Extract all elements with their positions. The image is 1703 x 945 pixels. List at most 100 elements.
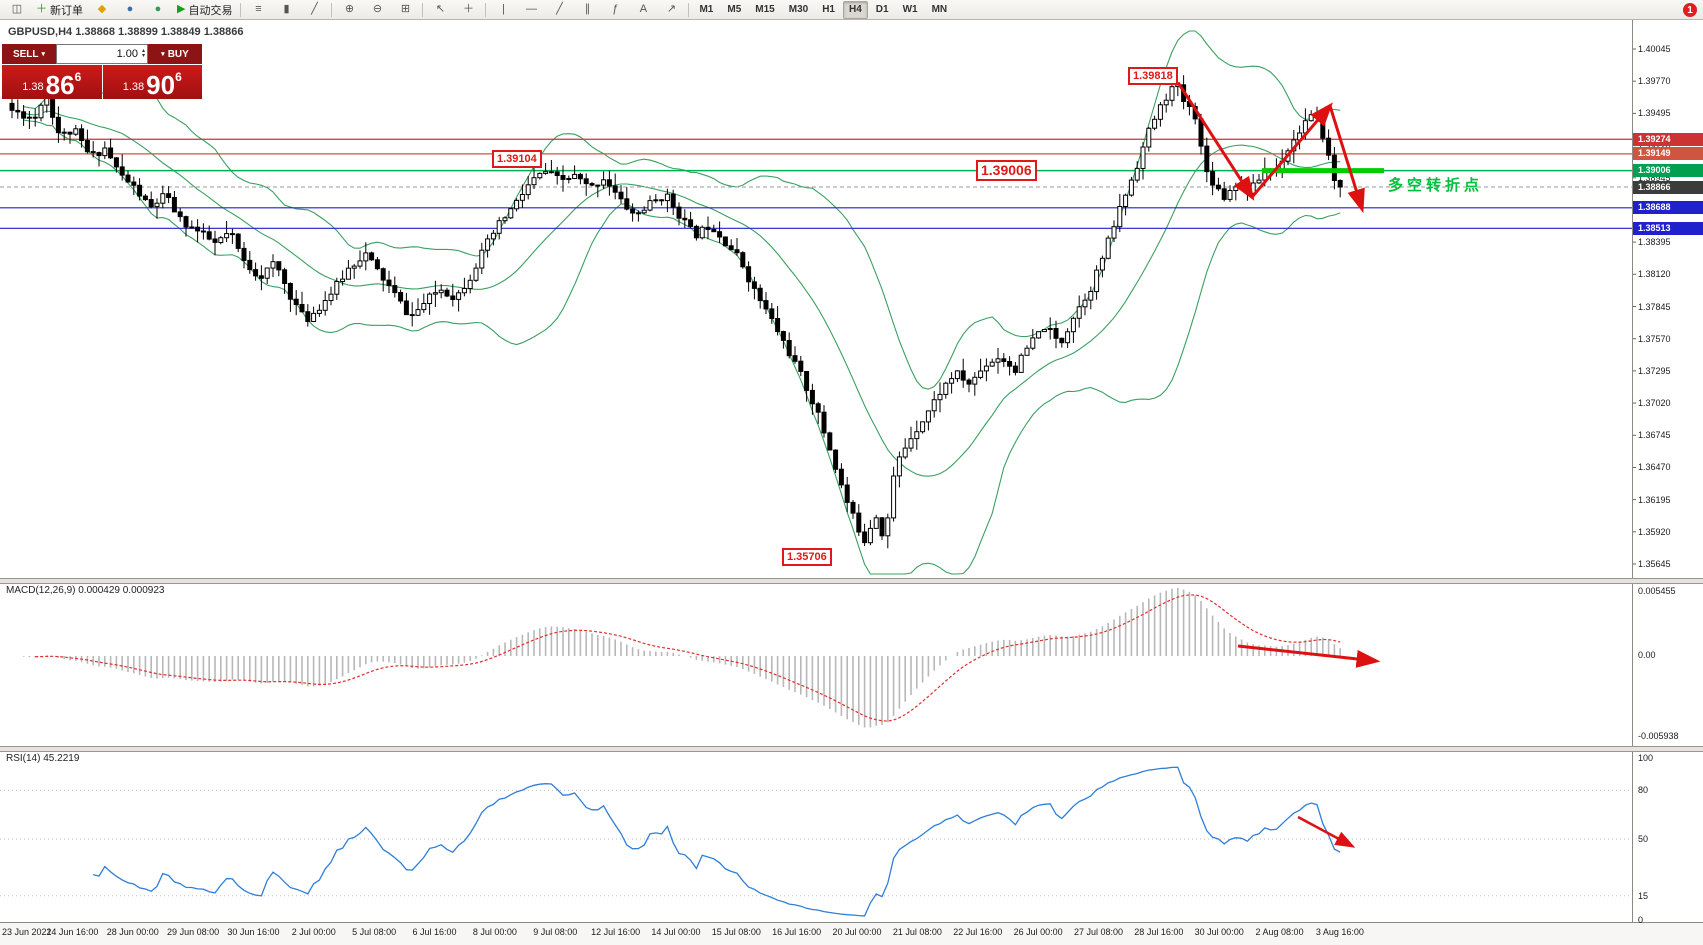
panel-splitter[interactable] [0,746,1703,752]
fibonacci-icon[interactable]: ƒ [612,3,619,15]
time-axis-label: 29 Jun 08:00 [167,927,220,937]
new-order-button[interactable]: ＋新订单 [36,3,83,17]
timeframe-H4[interactable]: H4 [842,0,868,19]
price-annotation-box[interactable]: 1.35706 [782,547,832,566]
buy-price-display[interactable]: 1.38 90 6 [102,65,202,99]
price-scale-separator [1632,20,1633,922]
time-axis-label: 24 Jun 16:00 [46,927,99,937]
sell-button[interactable]: SELL ▾ [2,44,56,64]
volume-spinner[interactable]: ▴ ▾ [141,48,145,59]
toolbar-separator [688,2,690,17]
price-tick-label: 1.36470 [1638,462,1671,473]
toolbar-separator [485,2,487,17]
buy-price-small: 1.38 [122,81,145,93]
buy-price-sup: 6 [175,70,182,84]
auto-trading-button[interactable]: ▶ 自动交易 [177,3,233,17]
price-tick-label: 1.35645 [1638,559,1671,570]
rsi-line [93,766,1341,917]
time-axis-label: 2 Jul 00:00 [291,927,336,937]
trend-arrow[interactable] [1176,81,1255,201]
time-axis-label: 5 Jul 08:00 [352,927,397,937]
timeframe-M1[interactable]: M1 [699,4,714,15]
rsi-scale-label: 100 [1638,753,1654,763]
chart-window-icon[interactable]: ◫ [11,3,23,15]
crosshair-icon[interactable]: ＋ [462,3,474,15]
price-tick-label: 1.35920 [1638,526,1671,537]
timeframe-W1[interactable]: W1 [902,4,918,15]
toolbar-separator [240,2,242,17]
macd-histogram [22,588,1341,728]
toolbar: ◫ ＋新订单 ◆ ● ● ▶ 自动交易 ≡ ▮ ╱ ⊕ ⊖ ⊞ ↖ ＋ | — ╱ ∥ ƒ A ↗ M1 M5 M15 M30 H1… [0,0,1703,20]
rsi-trend-arrow[interactable] [1297,815,1356,848]
time-axis-label: 2 Aug 08:00 [1255,927,1304,937]
time-axis-label: 28 Jul 16:00 [1134,927,1184,937]
price-tick-label: 1.37570 [1638,333,1671,344]
price-tick-label: 1.38945 [1638,172,1671,183]
zoom-in-icon[interactable]: ⊕ [344,3,355,15]
horizontal-line-icon[interactable]: — [525,3,537,15]
panel-splitter[interactable] [0,578,1703,584]
trend-arrow[interactable] [1328,105,1365,214]
toolbar-separator [422,2,424,17]
sell-label: SELL [12,48,39,60]
time-axis-label: 14 Jul 00:00 [651,927,701,937]
sell-price-small: 1.38 [22,81,44,93]
volume-input[interactable]: 1.00 ▴ ▾ [56,44,148,64]
time-axis-label: 16 Jul 16:00 [772,927,822,937]
timeframe-M5[interactable]: M5 [727,4,742,15]
price-annotation-box[interactable]: 1.39006 [976,159,1037,181]
symbol-ohlc-header: GBPUSD,H4 1.38868 1.38899 1.38849 1.3886… [8,26,244,38]
zoom-out-icon[interactable]: ⊖ [372,3,383,15]
macd-trend-arrow[interactable] [1237,644,1381,668]
market-watch-icon[interactable]: ◆ [97,3,107,15]
trend-arrow[interactable] [1250,102,1333,199]
buy-button[interactable]: ▾ BUY [148,44,202,64]
candlestick-chart-icon[interactable]: ▮ [283,3,290,15]
price-tick-label: 1.37295 [1638,365,1671,376]
timeframe-D1[interactable]: D1 [875,4,889,15]
arrow-tool-icon[interactable]: ↗ [666,3,677,15]
tile-windows-icon[interactable]: ⊞ [400,3,411,15]
price-tick-label: 1.39495 [1638,108,1671,119]
timeframe-M30[interactable]: M30 [788,4,809,15]
turning-point-label[interactable]: 多空转折点 [1388,177,1484,194]
vertical-line-icon[interactable]: | [502,3,505,15]
time-axis-label: 23 Jun 2021 [2,927,52,937]
price-annotation-box[interactable]: 1.39104 [492,150,542,169]
timeframe-M15[interactable]: M15 [755,4,775,15]
time-axis[interactable] [0,922,1703,945]
time-axis-label: 8 Jul 00:00 [472,927,517,937]
macd-indicator-label: MACD(12,26,9) 0.000429 0.000923 [6,585,165,596]
sell-price-display[interactable]: 1.38 86 6 [2,65,102,99]
price-tag: 1.38866 [1633,180,1703,194]
price-tick-label: 1.40045 [1638,44,1671,54]
navigator-icon[interactable]: ● [154,3,162,15]
sell-price-big: 86 [45,70,75,100]
one-click-trade-panel: SELL ▾ 1.00 ▴ ▾ ▾ BUY 1.38 86 6 1.38 90 6 [2,44,202,99]
text-tool-icon[interactable]: A [639,3,648,15]
cursor-icon[interactable]: ↖ [435,3,446,15]
sell-caret-icon: ▾ [41,51,46,58]
buy-label: BUY [167,48,189,60]
notification-badge[interactable]: 1 [1683,3,1697,17]
channel-icon[interactable]: ∥ [584,3,591,15]
rsi-scale-label: 80 [1638,785,1649,796]
time-axis-label: 15 Jul 08:00 [711,927,761,937]
time-axis-label: 28 Jun 00:00 [106,927,159,937]
rsi-scale-label: 0 [1638,915,1644,925]
timeframe-H1[interactable]: H1 [822,4,835,15]
data-window-icon[interactable]: ● [126,3,134,15]
bar-chart-icon[interactable]: ≡ [255,3,262,15]
macd-scale-label: -0.005938 [1638,731,1679,741]
price-tag: 1.38688 [1633,201,1703,215]
time-axis-label: 27 Jul 08:00 [1073,927,1123,937]
price-tick-label: 1.37020 [1638,398,1671,409]
line-chart-icon[interactable]: ╱ [311,3,318,15]
price-annotation-box[interactable]: 1.39818 [1128,66,1178,85]
macd-signal-line [35,594,1341,722]
time-axis-label: 6 Jul 16:00 [412,927,457,937]
buy-caret-icon: ▾ [161,51,165,58]
timeframe-MN[interactable]: MN [931,4,948,15]
trendline-icon[interactable]: ╱ [556,3,563,15]
